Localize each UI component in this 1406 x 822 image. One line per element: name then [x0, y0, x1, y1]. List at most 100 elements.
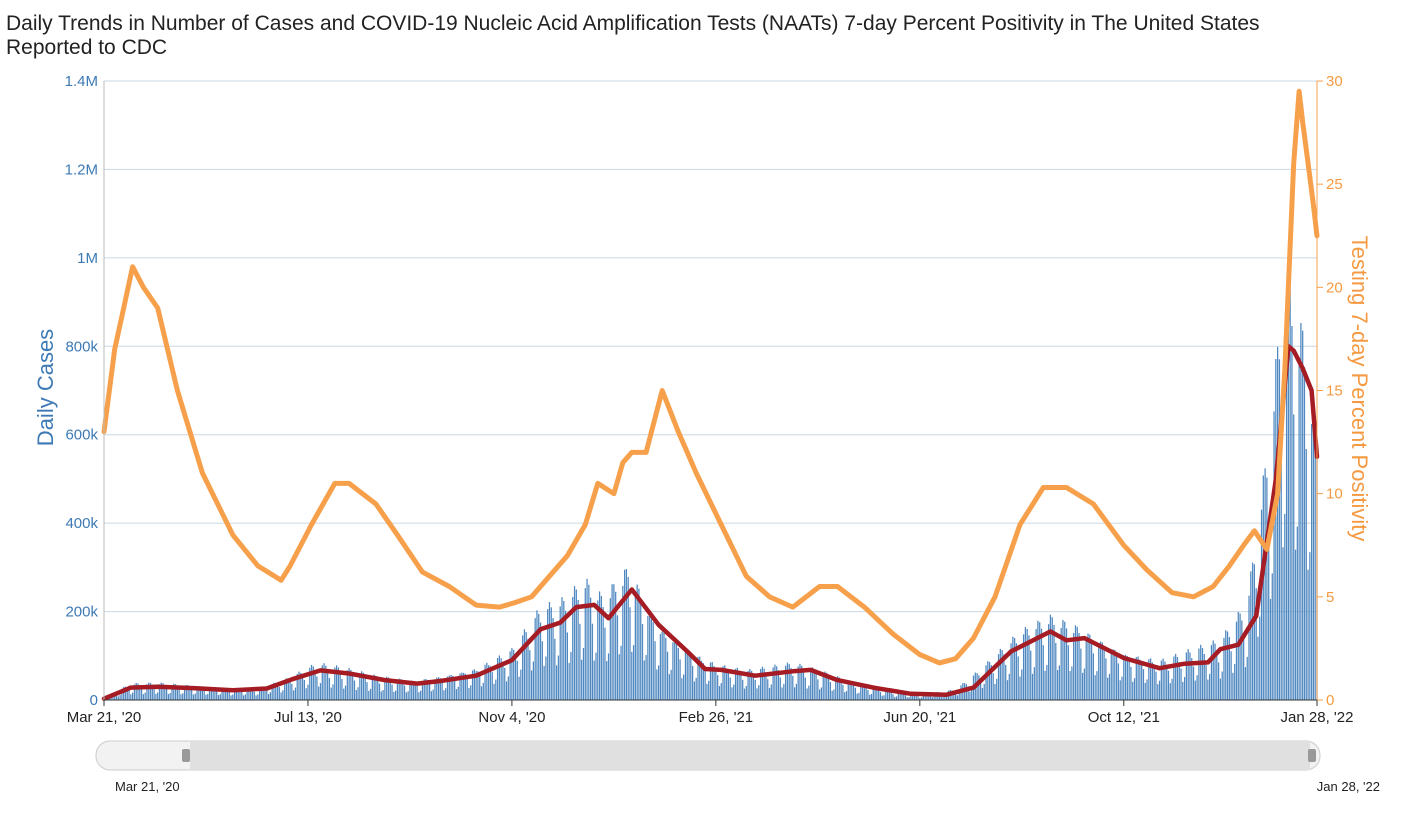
y-left-tick-label: 600k [65, 427, 98, 444]
daily-case-bar [980, 680, 982, 700]
daily-case-bar [325, 665, 327, 700]
daily-case-bar [801, 665, 803, 700]
daily-case-bar [913, 694, 916, 700]
daily-case-bar [1132, 681, 1134, 700]
daily-case-bar [396, 680, 399, 700]
daily-case-bar [128, 689, 130, 700]
navigator-selection[interactable] [190, 741, 1310, 770]
daily-case-bar [386, 676, 388, 700]
daily-case-bar [303, 680, 306, 700]
positivity-line [101, 88, 1320, 666]
daily-case-bar [1053, 624, 1055, 700]
daily-case-bar [273, 682, 275, 700]
daily-case-bar [1012, 636, 1014, 700]
daily-case-bar [965, 684, 967, 700]
daily-case-bar [403, 685, 406, 700]
daily-case-bar [1268, 521, 1270, 700]
daily-case-bar [271, 683, 273, 700]
daily-case-bar [663, 632, 665, 700]
daily-case-bar [1042, 645, 1044, 700]
daily-case-bar [922, 694, 925, 700]
daily-case-bar [751, 670, 753, 700]
daily-case-bar [291, 683, 293, 700]
daily-case-bar [446, 676, 449, 700]
daily-case-bar [641, 624, 644, 700]
daily-case-bar [505, 681, 508, 700]
daily-case-bar [314, 669, 316, 700]
daily-case-bar [700, 660, 703, 700]
daily-case-bar [538, 613, 540, 700]
daily-case-bar [371, 676, 373, 700]
y-left-tick-label: 1.4M [65, 73, 98, 90]
daily-case-bar [597, 600, 599, 700]
range-navigator[interactable]: Mar 21, '20 Jan 28, '22 [95, 740, 1380, 794]
daily-case-bar [1098, 644, 1100, 700]
daily-case-bar [894, 696, 896, 700]
daily-case-bar [165, 688, 168, 700]
daily-case-bar [906, 697, 908, 700]
daily-case-bar [337, 667, 339, 700]
daily-case-bar [1006, 680, 1009, 700]
daily-case-bar [427, 680, 429, 700]
daily-case-bar [793, 687, 796, 700]
daily-case-bar [1232, 672, 1234, 700]
daily-case-bar [810, 669, 812, 700]
daily-case-bar [1008, 673, 1010, 700]
daily-case-bar [840, 679, 842, 700]
daily-case-bar [795, 683, 798, 700]
daily-case-bar [1162, 658, 1164, 700]
daily-case-bar [708, 680, 710, 700]
daily-case-bar [471, 670, 474, 700]
daily-case-bar [121, 688, 123, 700]
y-right-tick-label: 10 [1326, 486, 1343, 503]
daily-case-bar [570, 651, 572, 700]
navigator-left-handle[interactable] [182, 749, 190, 762]
daily-case-bar [233, 689, 236, 700]
daily-case-bar [745, 685, 747, 700]
daily-case-bar [377, 678, 379, 700]
daily-case-bar [706, 683, 708, 700]
trend-lines [101, 88, 1320, 701]
daily-case-bar [919, 697, 921, 700]
daily-case-bar [450, 674, 452, 700]
daily-case-bar [711, 662, 713, 700]
daily-case-bar [1090, 639, 1093, 700]
daily-case-bar [239, 689, 241, 700]
daily-case-bar [461, 672, 463, 700]
daily-case-bar [462, 672, 465, 700]
daily-case-bar [1230, 651, 1232, 700]
daily-case-bar [1234, 663, 1236, 700]
navigator-right-handle[interactable] [1308, 749, 1316, 762]
daily-case-bar [1115, 653, 1118, 700]
daily-case-bar [869, 694, 871, 700]
x-tick-label: Mar 21, '20 [67, 709, 142, 726]
daily-case-bar [788, 664, 790, 700]
daily-case-bar [251, 689, 254, 700]
daily-case-bar [1291, 326, 1293, 700]
daily-case-bar [988, 661, 991, 700]
daily-case-bar [779, 677, 781, 700]
daily-case-bar [640, 599, 642, 700]
daily-case-bar [722, 666, 724, 700]
y-right-tick-label: 20 [1326, 279, 1343, 296]
daily-case-bar [1026, 628, 1028, 700]
daily-case-bar [842, 684, 844, 700]
daily-case-bar [182, 693, 184, 700]
daily-case-bar [285, 678, 288, 700]
daily-case-bar [457, 686, 459, 700]
daily-case-bar [564, 610, 567, 700]
daily-case-bar [1192, 666, 1195, 700]
daily-case-bar [1259, 616, 1261, 700]
daily-case-bar [223, 688, 225, 700]
daily-case-bar [575, 589, 577, 700]
daily-case-bar [368, 690, 370, 700]
daily-case-bar [203, 690, 205, 700]
daily-case-bar [287, 679, 289, 700]
daily-case-bar [672, 642, 674, 700]
daily-case-bar [343, 688, 345, 700]
daily-case-bar [649, 610, 651, 700]
daily-case-bar [611, 584, 613, 700]
daily-case-bar [123, 686, 125, 700]
daily-case-bar [1056, 670, 1059, 700]
